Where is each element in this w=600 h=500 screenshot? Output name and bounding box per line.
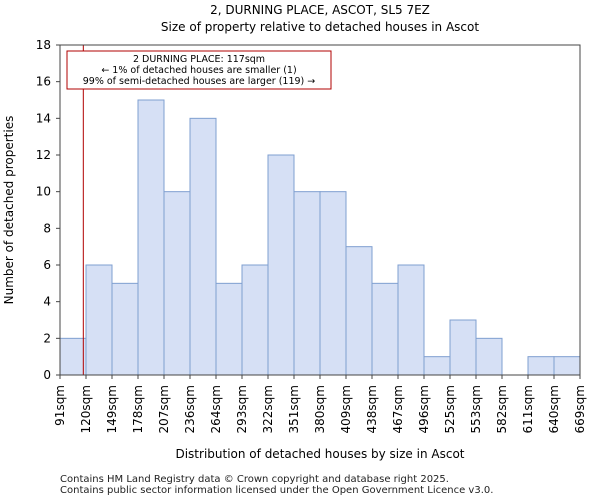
bar xyxy=(215,282,243,376)
x-tick-label: 91sqm xyxy=(53,385,67,426)
histogram-chart: 2, DURNING PLACE, ASCOT, SL5 7EZ Size of… xyxy=(2,3,587,461)
x-tick-label: 120sqm xyxy=(79,385,93,433)
bar xyxy=(85,264,113,376)
footer-line-1: Contains HM Land Registry data © Crown c… xyxy=(60,474,449,485)
bar xyxy=(163,191,191,376)
bar xyxy=(319,191,347,376)
x-tick-label: 611sqm xyxy=(521,385,535,433)
y-tick-label: 8 xyxy=(43,221,51,235)
x-tick-label: 293sqm xyxy=(235,385,249,433)
x-tick-label: 438sqm xyxy=(365,385,379,433)
x-tick-label: 582sqm xyxy=(495,385,509,433)
y-tick-label: 12 xyxy=(36,148,51,162)
plot-frame xyxy=(59,44,581,376)
bar xyxy=(371,282,399,376)
x-tick-label: 207sqm xyxy=(157,385,171,433)
y-ticks-group: 0 2 4 6 8 10 12 14 16 18 xyxy=(36,38,60,382)
bars-group xyxy=(59,99,581,376)
y-tick-label: 10 xyxy=(36,185,51,199)
bar xyxy=(137,99,165,376)
x-tick-label: 525sqm xyxy=(443,385,457,433)
annotation-box xyxy=(66,50,332,90)
x-tick-label: 149sqm xyxy=(105,385,119,433)
bar xyxy=(267,154,295,376)
y-tick-label: 0 xyxy=(43,368,51,382)
y-tick-label: 18 xyxy=(36,38,51,52)
x-tick-label: 409sqm xyxy=(339,385,353,433)
y-tick-label: 16 xyxy=(36,75,51,89)
footer-line-2: Contains public sector information licen… xyxy=(60,485,494,496)
annotation-line: 2 DURNING PLACE: 117sqm xyxy=(133,54,265,65)
bar xyxy=(449,319,477,376)
x-tick-label: 264sqm xyxy=(209,385,223,433)
annotation-line: 99% of semi-detached houses are larger (… xyxy=(83,76,316,87)
x-tick-label: 669sqm xyxy=(573,385,587,433)
chart-subtitle: Size of property relative to detached ho… xyxy=(161,20,479,34)
x-tick-label: 351sqm xyxy=(287,385,301,433)
y-tick-label: 4 xyxy=(43,295,51,309)
bar xyxy=(345,246,373,376)
annotation-line: ← 1% of detached houses are smaller (1) xyxy=(101,65,296,76)
marker-group: 2 DURNING PLACE: 117sqm← 1% of detached … xyxy=(66,45,332,375)
bar xyxy=(553,356,581,376)
x-tick-label: 236sqm xyxy=(183,385,197,433)
x-tick-label: 553sqm xyxy=(469,385,483,433)
x-tick-label: 640sqm xyxy=(547,385,561,433)
chart-title: 2, DURNING PLACE, ASCOT, SL5 7EZ xyxy=(210,3,430,17)
bar xyxy=(423,356,451,376)
bar xyxy=(189,117,217,376)
bar xyxy=(111,282,139,376)
bar xyxy=(397,264,425,376)
x-tick-label: 178sqm xyxy=(131,385,145,433)
bar xyxy=(293,191,321,376)
x-ticks-group: 91sqm 120sqm 149sqm 178sqm 207sqm 236sqm 264sq… xyxy=(53,375,587,433)
x-tick-label: 467sqm xyxy=(391,385,405,433)
bar xyxy=(475,337,503,376)
x-tick-label: 322sqm xyxy=(261,385,275,433)
bar xyxy=(59,337,87,376)
bar xyxy=(241,264,269,376)
y-tick-label: 6 xyxy=(43,258,51,272)
y-tick-label: 14 xyxy=(36,111,51,125)
x-tick-label: 380sqm xyxy=(313,385,327,433)
x-axis-label: Distribution of detached houses by size … xyxy=(175,447,464,461)
y-tick-label: 2 xyxy=(43,331,51,345)
bar xyxy=(527,356,555,376)
x-tick-label: 496sqm xyxy=(417,385,431,433)
y-axis-label: Number of detached properties xyxy=(2,116,16,305)
